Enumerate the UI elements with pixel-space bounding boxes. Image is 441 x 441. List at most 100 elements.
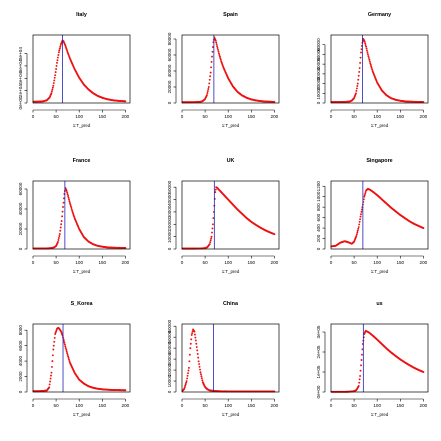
chart-title: UK [227, 158, 235, 164]
data-point [205, 94, 208, 96]
x-axis-label: 1:T_pred [73, 269, 91, 274]
x-tick-label: 200 [271, 403, 279, 408]
data-point [369, 63, 372, 66]
data-point [58, 233, 61, 235]
data-point [208, 82, 211, 85]
plot-frame [181, 180, 280, 250]
x-axis-label: 1:T_pred [371, 412, 389, 417]
data-point [69, 202, 71, 204]
data-point [188, 353, 191, 356]
y-tick-label: 2000 [18, 371, 23, 382]
x-tick-label: 0 [181, 114, 184, 119]
data-point [210, 237, 213, 240]
x-tick-label: 150 [396, 114, 404, 119]
data-point [59, 45, 62, 48]
y-tick-label: 20000 [167, 80, 172, 93]
data-point [51, 86, 54, 89]
chart-title: Germany [368, 12, 391, 18]
y-tick-label: 20000 [316, 77, 321, 90]
data-point [196, 353, 199, 355]
data-points [32, 187, 127, 250]
data-point [195, 342, 198, 345]
x-tick-label: 200 [122, 114, 130, 119]
data-point [69, 205, 72, 208]
data-point [197, 356, 200, 359]
x-tick-label: 150 [247, 403, 255, 408]
data-point [124, 247, 127, 249]
data-point [422, 227, 425, 230]
data-point [362, 198, 365, 201]
x-tick-label: 0 [181, 260, 184, 265]
data-point [60, 223, 63, 226]
data-point [207, 86, 210, 88]
y-tick-label: 400 [316, 224, 321, 232]
data-point [209, 239, 212, 242]
x-tick-label: 200 [420, 260, 428, 265]
data-point [212, 217, 215, 220]
x-tick-label: 150 [247, 114, 255, 119]
y-tick-label: 60000 [167, 319, 172, 332]
data-point [50, 371, 53, 374]
data-point [359, 56, 362, 59]
x-tick-label: 50 [203, 403, 209, 408]
data-point [361, 353, 363, 356]
data-point [361, 348, 364, 351]
plot-frame [32, 34, 131, 104]
data-point [63, 197, 65, 200]
plot-frame [32, 323, 131, 393]
data-points [330, 330, 425, 393]
data-point [214, 39, 217, 42]
y-tick-label: 50000 [167, 330, 172, 343]
data-point [193, 330, 196, 333]
data-point [208, 78, 211, 81]
x-tick-label: 100 [224, 403, 232, 408]
y-tick-label: 10000 [167, 230, 172, 243]
data-point [184, 384, 187, 387]
data-point [65, 350, 68, 353]
data-point [124, 389, 127, 392]
data-point [360, 359, 363, 361]
data-point [212, 223, 214, 226]
data-point [69, 203, 72, 206]
data-point [189, 347, 192, 350]
y-tick-label: 20000 [18, 222, 23, 235]
x-tick-label: 100 [373, 260, 381, 265]
data-point [62, 201, 65, 204]
data-point [358, 381, 361, 384]
data-point [67, 355, 70, 358]
data-point [57, 239, 60, 241]
chart-panel-2: Germany 0 50 100 150 200 1:T_pred 0 100002000030… [316, 12, 429, 128]
data-point [359, 375, 362, 377]
y-tick-label: 80000 [167, 32, 172, 45]
x-tick-label: 100 [224, 260, 232, 265]
data-point [219, 57, 222, 60]
data-points [32, 39, 127, 103]
data-point [65, 190, 68, 192]
data-point [212, 46, 214, 48]
data-point [54, 74, 57, 77]
chart-panel-4: UK 0 50 100 150 200 1:T_pred 0 10000200003000040… [167, 158, 280, 274]
data-point [360, 210, 363, 213]
x-tick-label: 100 [75, 260, 83, 265]
x-tick-label: 100 [224, 114, 232, 119]
data-point [68, 198, 70, 201]
data-point [66, 193, 69, 196]
data-point [57, 53, 60, 56]
x-axis-label: 1:T_pred [222, 123, 240, 128]
data-point [66, 353, 69, 356]
x-tick-label: 200 [420, 114, 428, 119]
data-point [184, 383, 187, 386]
x-tick-label: 200 [122, 403, 130, 408]
y-tick-label: 10000 [167, 374, 172, 387]
data-point [361, 208, 363, 211]
y-tick-label: 30000 [167, 205, 172, 218]
plot-frame [181, 34, 280, 104]
y-tick-label: 40000 [18, 202, 23, 215]
y-tick-label: 6e+04 [18, 59, 23, 72]
data-point [206, 92, 209, 94]
y-tick-label: 4e+04 [18, 71, 23, 84]
x-axis-label: 1:T_pred [73, 123, 91, 128]
x-tick-label: 150 [98, 260, 106, 265]
data-point [359, 218, 362, 221]
y-tick-label: 2e+04 [18, 84, 23, 97]
